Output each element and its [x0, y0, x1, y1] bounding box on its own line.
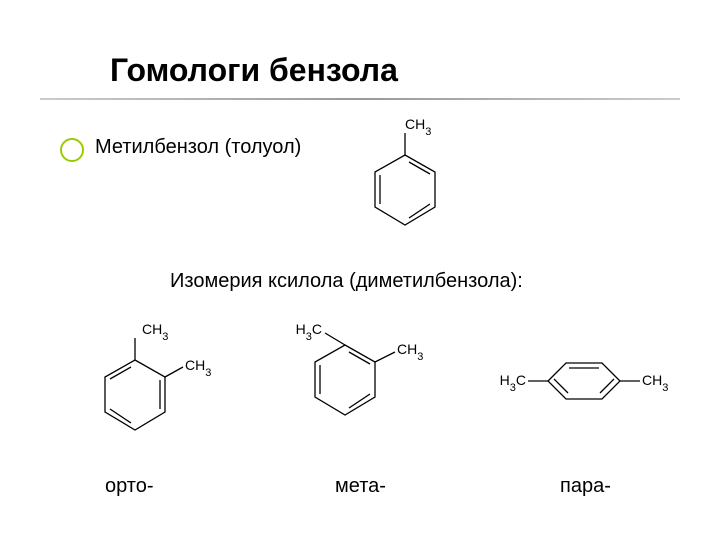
svg-text:CH3: CH3	[405, 116, 431, 138]
title-bar: Гомологи бензола	[80, 40, 680, 100]
svg-text:CH3: CH3	[185, 357, 211, 379]
molecule-para-xylene: H3C CH3	[490, 335, 690, 435]
label-meta: мета-	[335, 475, 386, 498]
svg-text:H3C: H3C	[296, 321, 322, 343]
bullet-icon	[60, 138, 84, 162]
subtitle-toluene: Метилбензол (толуол)	[95, 136, 301, 159]
label-para: пара-	[560, 475, 611, 498]
svg-text:CH3: CH3	[397, 341, 423, 363]
svg-text:CH3: CH3	[642, 372, 668, 394]
label-ortho: орто-	[105, 475, 154, 498]
molecule-toluene: CH3	[350, 115, 460, 245]
subtitle-xylene: Изомерия ксилола (диметилбензола):	[170, 270, 523, 293]
svg-text:H3C: H3C	[500, 372, 526, 394]
title-underline	[40, 98, 680, 100]
molecule-meta-xylene: H3C CH3	[280, 320, 440, 450]
page-title: Гомологи бензола	[80, 52, 398, 89]
svg-text:CH3: CH3	[142, 321, 168, 343]
molecule-ortho-xylene: CH3 CH3	[80, 320, 220, 450]
